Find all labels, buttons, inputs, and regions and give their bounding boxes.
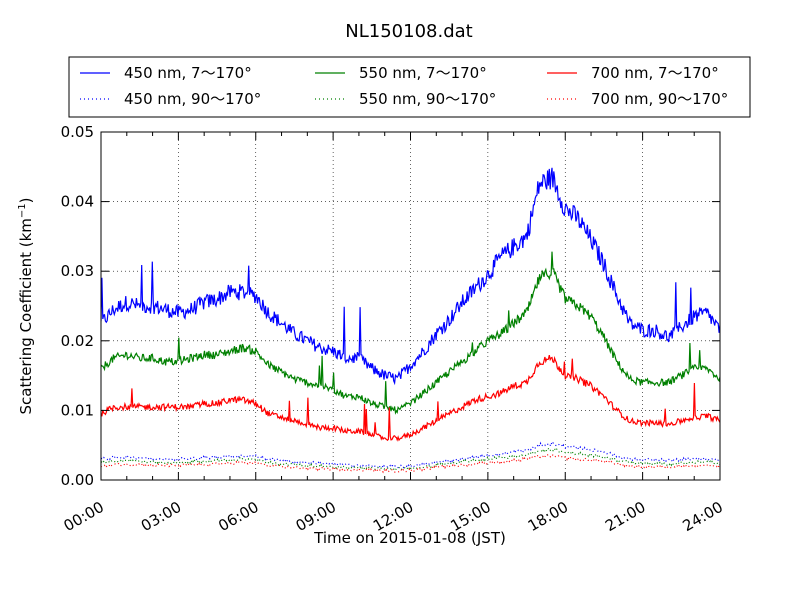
y-tick-label: 0.03: [61, 262, 94, 280]
legend: 450 nm, 7～170° 550 nm, 7～170° 700 nm, 7～17…: [68, 56, 751, 118]
y-tick-labels: 0.00 0.01 0.02 0.03 0.04 0.05: [61, 123, 94, 489]
x-tick-label: 00:00: [61, 498, 107, 535]
x-tick-label: 03:00: [138, 498, 184, 535]
y-tick-label: 0.02: [61, 332, 94, 350]
y-tick-label: 0.05: [61, 123, 94, 141]
x-tick-label: 06:00: [215, 498, 261, 535]
x-axis-label: Time on 2015-01-08 (JST): [313, 529, 506, 547]
series-line: [101, 354, 720, 442]
legend-frame: [68, 56, 751, 118]
axis-ticks: [100, 131, 721, 481]
series-line: [101, 251, 720, 415]
y-axis-label-end: ): [17, 197, 35, 203]
legend-label: 550 nm, 7～170°: [359, 64, 487, 82]
y-tick-label: 0.04: [61, 193, 94, 211]
y-axis-label: Scattering Coefficient (km−1): [17, 197, 35, 414]
series-line: [101, 453, 720, 474]
legend-label: 700 nm, 7～170°: [591, 64, 719, 82]
y-tick-label: 0.01: [61, 401, 94, 419]
x-tick-label: 24:00: [680, 498, 726, 535]
series-line: [101, 167, 720, 386]
legend-label: 450 nm, 7～170°: [124, 64, 252, 82]
series-lines: [101, 167, 720, 474]
legend-label: 700 nm, 90～170°: [591, 90, 728, 108]
series-line: [101, 440, 720, 470]
chart-title: NL150108.dat: [345, 21, 472, 42]
legend-label: 450 nm, 90～170°: [124, 90, 261, 108]
x-tick-label: 18:00: [525, 498, 571, 535]
series-line: [101, 447, 720, 472]
y-axis-label-superscript: −1: [17, 203, 28, 218]
y-tick-label: 0.00: [61, 471, 94, 489]
y-axis-label-main: Scattering Coefficient (km: [17, 218, 35, 414]
x-tick-label: 21:00: [602, 498, 648, 535]
legend-label: 550 nm, 90～170°: [359, 90, 496, 108]
